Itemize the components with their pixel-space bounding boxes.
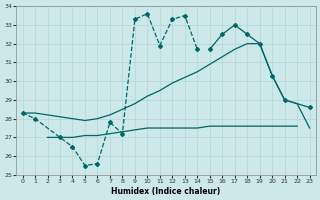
X-axis label: Humidex (Indice chaleur): Humidex (Indice chaleur)	[111, 187, 221, 196]
